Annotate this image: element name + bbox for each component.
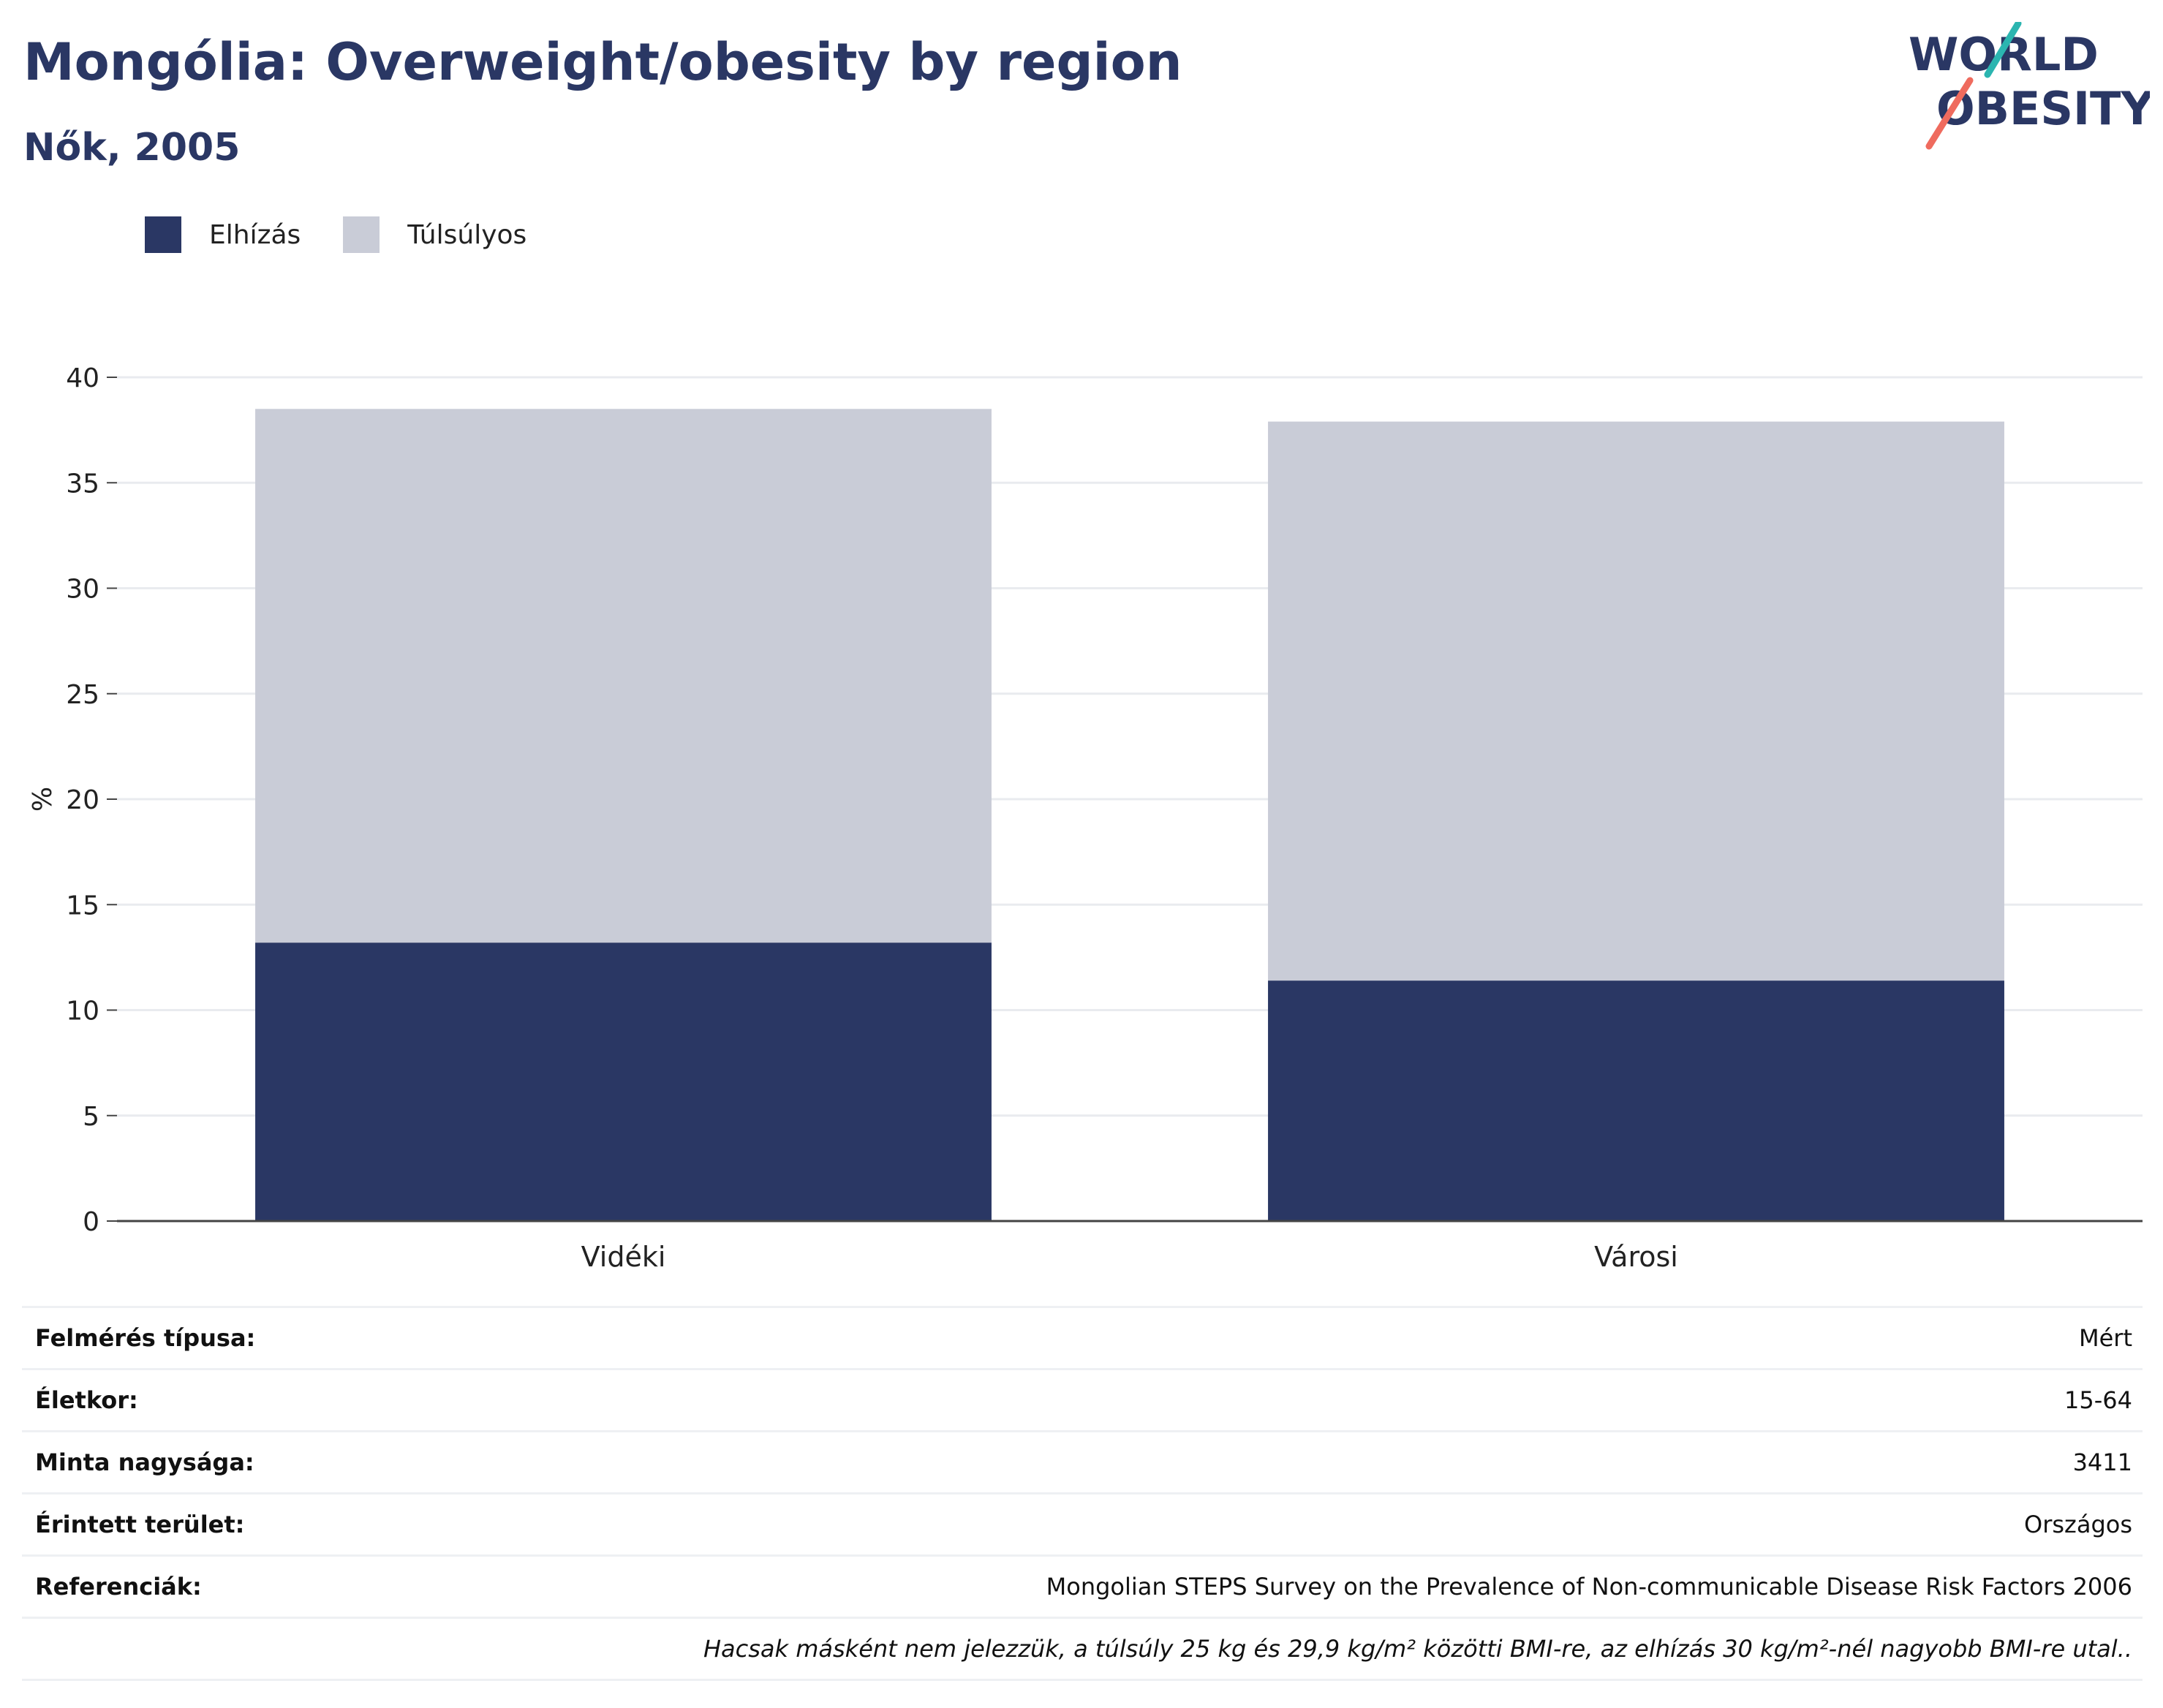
world-obesity-logo: WORLD OBESITY (1909, 20, 2154, 154)
y-tick-label: 20 (66, 785, 99, 815)
logo-line2: OBESITY (1936, 82, 2150, 135)
info-value: Mongolian STEPS Survey on the Prevalence… (1046, 1573, 2132, 1601)
chart-legend: Elhízás Túlsúlyos (145, 216, 569, 253)
info-note: Hacsak másként nem jelezzük, a túlsúly 2… (703, 1635, 2132, 1663)
info-value: Országos (2024, 1511, 2132, 1538)
y-tick-label: 40 (66, 363, 99, 393)
info-label: Referenciák: (35, 1573, 202, 1601)
y-tick-label: 30 (66, 575, 99, 605)
bar-chart: 0 5 10 15 20 25 30 35 40% Vidéki Városi (28, 363, 2143, 1272)
y-tick-label: 15 (66, 891, 99, 921)
legend-swatch-elhizas (145, 216, 181, 253)
bar-elhizas (255, 942, 992, 1221)
y-tick-label: 5 (83, 1102, 99, 1132)
info-row: Referenciák: Mongolian STEPS Survey on t… (22, 1554, 2143, 1617)
y-axis-label: % (28, 787, 58, 812)
info-label: Felmérés típusa: (35, 1324, 256, 1352)
x-category-label: Városi (1594, 1241, 1678, 1272)
info-label: Életkor: (35, 1386, 138, 1414)
legend-swatch-tulsulyos (343, 216, 380, 253)
x-category-label: Vidéki (581, 1241, 666, 1272)
info-row: Érintett terület: Országos (22, 1492, 2143, 1554)
page-title: Mongólia: Overweight/obesity by region (23, 32, 1182, 92)
info-row: Életkor: 15-64 (22, 1368, 2143, 1430)
y-tick-label: 25 (66, 680, 99, 710)
legend-label-tulsulyos: Túlsúlyos (407, 219, 527, 250)
bar-elhizas (1268, 980, 2004, 1221)
info-label: Minta nagysága: (35, 1448, 254, 1476)
info-value: Mért (2079, 1324, 2132, 1352)
bar-tulsulyos (1268, 421, 2004, 981)
legend-label-elhizas: Elhízás (209, 219, 301, 250)
y-tick-label: 35 (66, 469, 99, 499)
y-tick-label: 10 (66, 997, 99, 1027)
info-label: Érintett terület: (35, 1511, 245, 1538)
page-subtitle: Nők, 2005 (23, 126, 241, 170)
logo-line1: WORLD (1909, 28, 2099, 81)
info-value: 15-64 (2064, 1386, 2132, 1414)
bar-tulsulyos (255, 409, 992, 943)
legend-item-tulsulyos[interactable]: Túlsúlyos (343, 216, 526, 253)
y-tick-label: 0 (83, 1207, 99, 1237)
info-table: Felmérés típusa: Mért Életkor: 15-64 Min… (22, 1306, 2143, 1681)
legend-item-elhizas[interactable]: Elhízás (145, 216, 301, 253)
info-row: Minta nagysága: 3411 (22, 1430, 2143, 1492)
info-value: 3411 (2072, 1448, 2132, 1476)
info-note-row: Hacsak másként nem jelezzük, a túlsúly 2… (22, 1617, 2143, 1681)
info-row: Felmérés típusa: Mért (22, 1306, 2143, 1368)
